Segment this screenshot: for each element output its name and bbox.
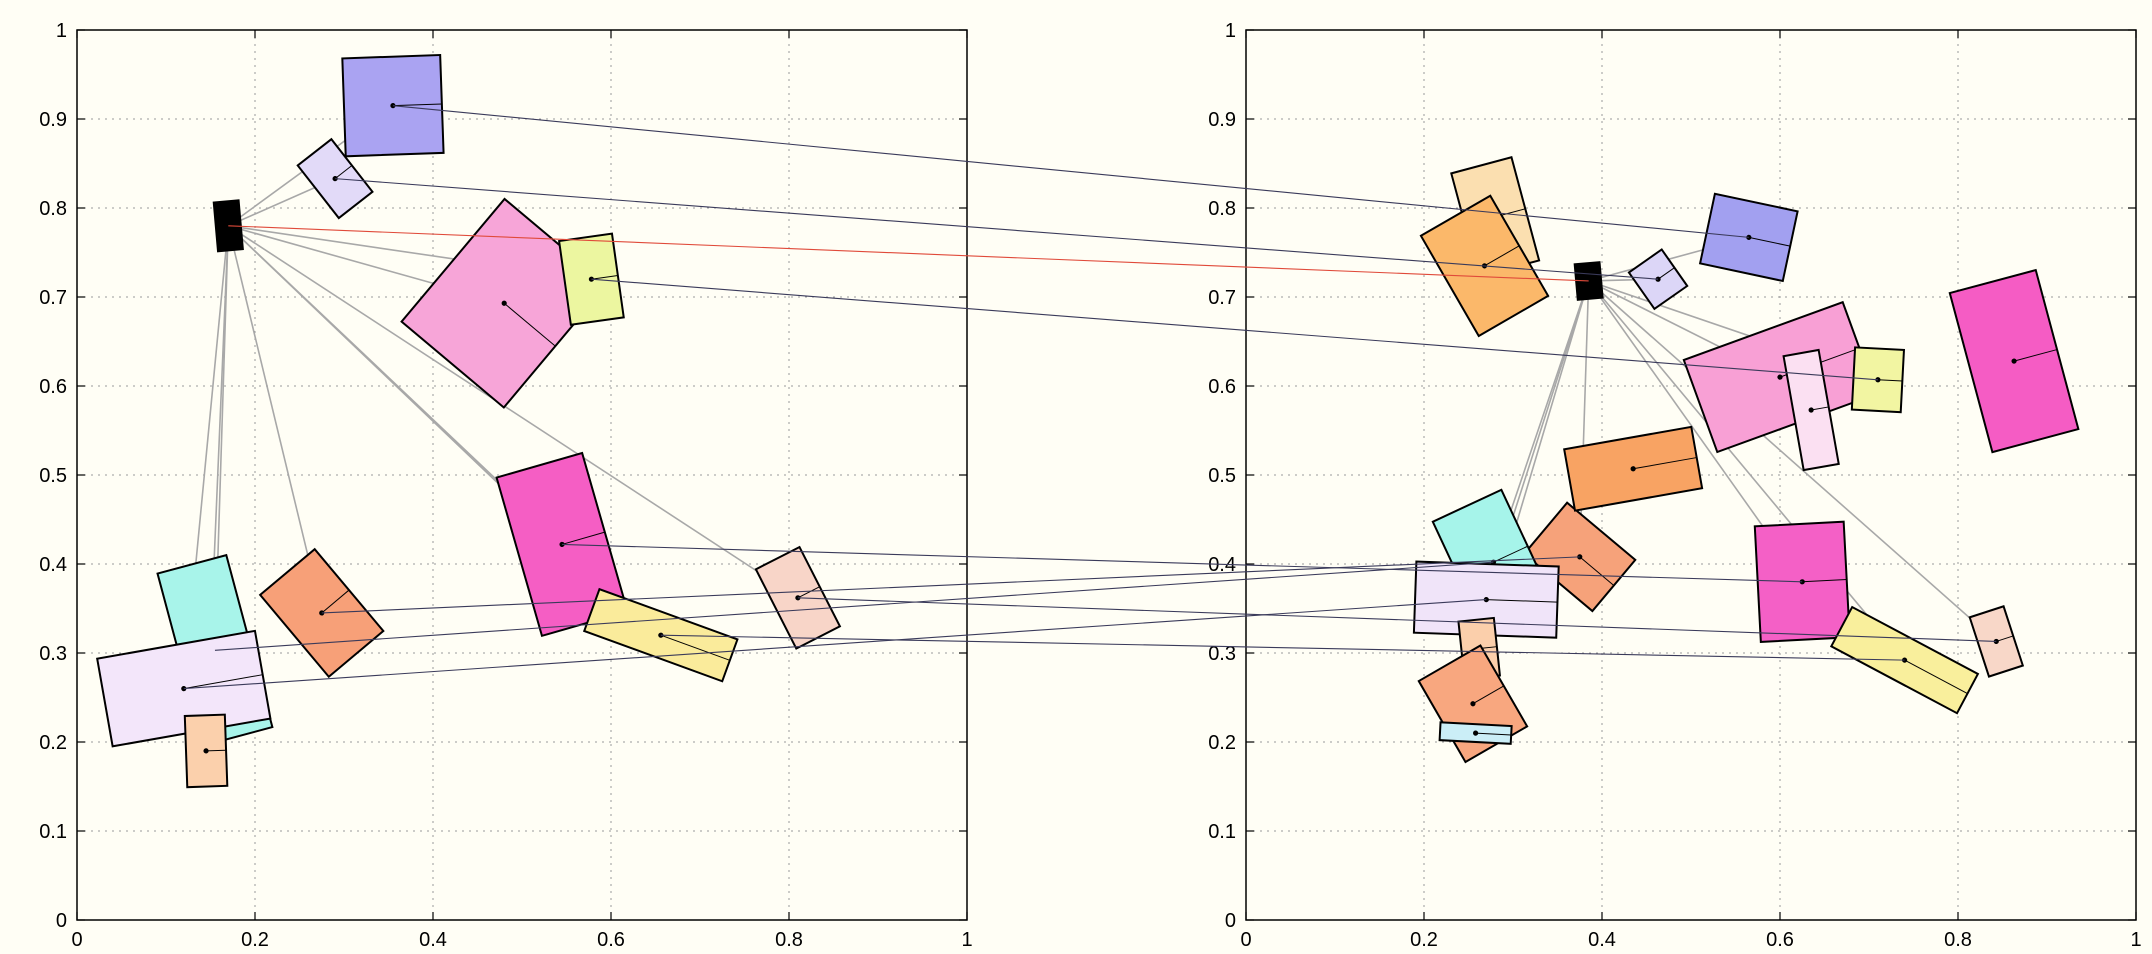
- left-box-salmon: [258, 547, 385, 679]
- right-box-orientation-salmon: [1579, 556, 1615, 586]
- right-y-tick-label: 0.5: [1208, 465, 1236, 487]
- right-box-orientation-orange2: [1633, 457, 1697, 470]
- left-y-tick-label: 0.8: [39, 198, 67, 220]
- right-x-tick-label: 0.4: [1588, 929, 1616, 951]
- right-box-center-magenta2: [2011, 358, 2017, 364]
- left-box-orientation-lilac: [183, 674, 263, 690]
- right-box-center-yellow: [1901, 657, 1908, 663]
- left-y-tick-label: 0.3: [39, 643, 67, 665]
- right-box-orientation-peach: [1996, 635, 2014, 642]
- right-box-orange2: [1563, 425, 1704, 512]
- right-box-center-salmon2: [1470, 701, 1476, 707]
- right-y-tick-label: 0.9: [1208, 109, 1236, 131]
- left-y-tick-label: 0: [56, 910, 67, 932]
- cross-link-cyan: [214, 561, 1494, 651]
- right-x-tick-label: 0.6: [1766, 929, 1794, 951]
- left-box-pink-big: [400, 197, 609, 409]
- right-box-peach: [1968, 605, 2025, 678]
- left-y-tick-label: 0.2: [39, 732, 67, 754]
- right-box-orientation-yellow: [1904, 659, 1968, 694]
- left-box-orientation-yellow: [660, 634, 731, 661]
- left-box-orientation-peach: [797, 586, 820, 599]
- cross-link-lilac: [183, 599, 1487, 690]
- right-box-orientation-lilac: [1486, 599, 1558, 603]
- right-x-tick-label: 0: [1240, 929, 1251, 951]
- right-box-orientation-orange: [1484, 245, 1520, 267]
- right-box-center-pink-rect: [1808, 407, 1814, 413]
- right-y-tick-label: 0.4: [1208, 554, 1236, 576]
- cross-link-magenta: [562, 543, 1803, 583]
- left-x-tick-label: 0.8: [775, 929, 803, 951]
- left-y-tick-label: 0.9: [39, 109, 67, 131]
- left-x-tick-label: 0.2: [241, 929, 269, 951]
- left-x-tick-label: 0: [71, 929, 82, 951]
- cross-panel-links: [183, 105, 1997, 690]
- right-y-tick-label: 0: [1225, 910, 1236, 932]
- left-box-orientation-yellowgreen: [591, 274, 618, 280]
- left-y-tick-label: 0.1: [39, 821, 67, 843]
- right-x-tick-label: 1: [2130, 929, 2141, 951]
- left-x-tick-label: 0.4: [419, 929, 447, 951]
- right-box-orientation-lavender: [1657, 267, 1675, 280]
- right-box-pink-rect: [1782, 348, 1840, 472]
- left-box-orientation-salmon: [321, 589, 350, 614]
- cross-link-blue: [392, 105, 1749, 238]
- right-box-magenta: [1753, 520, 1851, 643]
- right-box-lightblue: [1438, 721, 1513, 745]
- right-box-lavender: [1627, 248, 1689, 311]
- right-box-orientation-yellowgreen: [1877, 379, 1903, 382]
- right-box-center-lightblue: [1473, 730, 1479, 736]
- right-box-orientation-blue: [1748, 236, 1791, 247]
- right-x-tick-label: 0.8: [1944, 929, 1972, 951]
- right-hub-link-peach: [1588, 280, 1997, 643]
- right-box-orientation-magenta2: [2013, 349, 2058, 362]
- left-y-tick-label: 0.5: [39, 465, 67, 487]
- right-box-orientation-salmon2: [1472, 685, 1505, 705]
- right-y-tick-label: 0.8: [1208, 198, 1236, 220]
- left-x-tick-label: 0.6: [597, 929, 625, 951]
- cross-link-yellowgreen: [591, 278, 1878, 381]
- left-box-orientation-blue: [392, 103, 442, 107]
- left-box-center-pink-big: [501, 300, 507, 306]
- right-box-orientation-lightblue: [1475, 732, 1512, 736]
- left-y-tick-label: 1: [56, 20, 67, 42]
- right-box-center-pink-big: [1777, 374, 1783, 380]
- cross-link-hub: [228, 225, 1589, 282]
- right-box-orientation-cyan: [1493, 545, 1528, 563]
- left-hub-link-salmon: [227, 225, 323, 614]
- cross-link-lavender: [335, 178, 1659, 280]
- right-hub-link-yellow: [1588, 280, 1906, 661]
- right-box-magenta2: [1948, 268, 2080, 454]
- right-y-tick-label: 0.1: [1208, 821, 1236, 843]
- left-x-tick-label: 1: [961, 929, 972, 951]
- left-panel: 0 0.2 0.4 0.6 0.8 1 0 0.1 0.2 0.3 0.4 0.5 0.6 0.7 0.8 0…: [39, 20, 972, 951]
- left-y-tick-label: 0.4: [39, 554, 67, 576]
- right-box-orientation-pink-rect: [1811, 406, 1829, 411]
- left-box-orientation-peach2: [206, 749, 227, 752]
- left-box-center-peach2: [203, 748, 209, 754]
- cross-link-peach: [797, 597, 1997, 642]
- right-y-tick-label: 0.2: [1208, 732, 1236, 754]
- left-box-orientation-lavender: [334, 165, 353, 180]
- right-y-tick-label: 0.3: [1208, 643, 1236, 665]
- right-x-tick-label: 0.2: [1410, 929, 1438, 951]
- right-box-orientation-magenta: [1802, 578, 1847, 583]
- right-y-tick-label: 1: [1225, 20, 1236, 42]
- left-y-tick-label: 0.7: [39, 287, 67, 309]
- right-y-tick-label: 0.6: [1208, 376, 1236, 398]
- left-y-tick-label: 0.6: [39, 376, 67, 398]
- right-hub-link-salmon: [1578, 280, 1590, 557]
- right-y-tick-label: 0.7: [1208, 287, 1236, 309]
- right-box-center-orange2: [1630, 466, 1636, 472]
- cross-link-salmon: [321, 556, 1580, 614]
- left-box-orientation-pink-big: [503, 302, 556, 347]
- cross-link-yellow: [660, 634, 1905, 661]
- left-box-peach2: [183, 713, 229, 789]
- left-box-orientation-magenta: [561, 531, 605, 545]
- left-box-peach: [754, 545, 842, 650]
- right-panel: 0 0.2 0.4 0.6 0.8 1 0 0.1 0.2 0.3 0.4 0.5 0.6 0.7 0.8 0…: [1208, 20, 2141, 951]
- left-hub-link-peach: [227, 225, 799, 599]
